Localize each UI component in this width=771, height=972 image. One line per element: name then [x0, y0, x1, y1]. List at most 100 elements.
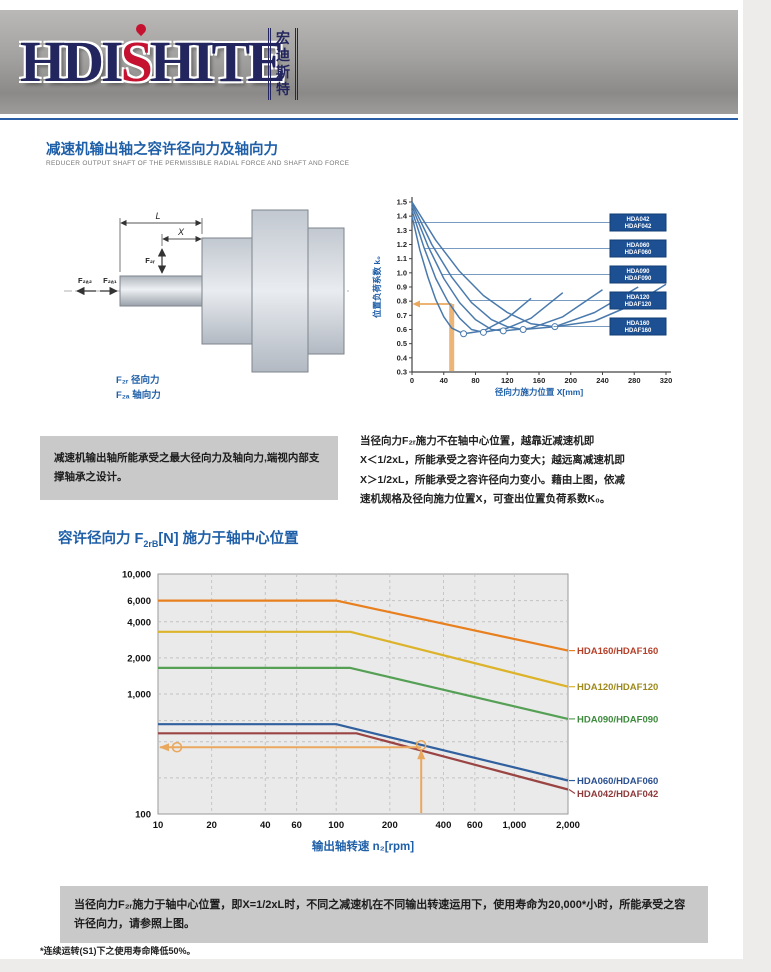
logo-text-right: HITE [149, 29, 286, 94]
x-tick-label: 200 [382, 820, 398, 831]
note-box-bottom: 当径向力F₂ᵣ施力于轴中心位置，即X=1/2xL时，不同之减速机在不同输出转速运… [60, 886, 708, 944]
shaft-diagram: L X F₂ᵣ F₂ₐ₂ F₂ₐ₁ F₂ᵣ 径向力 F₂ₐ 轴向力 [64, 209, 352, 401]
diagram-caption-radial: F₂ᵣ 径向力 [116, 374, 160, 386]
guide-circle-left [171, 741, 183, 753]
y-tick-label: 6,000 [127, 596, 151, 607]
x-tick-label: 10 [153, 820, 164, 831]
curve-HDA090 [411, 206, 603, 332]
permissible-radial-force-chart: 100 1,000 2,000 4,000 6,000 10,000 10 20 40 60 100… [122, 570, 658, 854]
section2-title: 容许径向力 F2rB[N] 施力于轴中心位置 [58, 527, 299, 549]
y-tick-label: 0.9 [397, 283, 407, 292]
y-tick-label: 1.1 [397, 254, 407, 263]
position-load-factor-chart: 0.3 0.4 0.5 0.6 0.7 0.8 0.9 1.0 1.1 1.2 1.3 1.4 1.5 0… [372, 197, 672, 397]
series-label-box [609, 291, 667, 310]
y-tick-label: 0.8 [397, 297, 407, 306]
note-box-left: 减速机输出轴所能承受之最大径向力及轴向力,端视内部支撑轴承之设计。 [40, 436, 338, 500]
note-bottom-text: 小时，所能承受之容许径向力，请参照上图。 [74, 899, 686, 930]
diagram-caption-axial: F₂ₐ 轴向力 [116, 389, 161, 401]
series-label-box [609, 265, 667, 284]
logo-chinese-char: 迪 [276, 47, 290, 63]
y-tick-label: 0.4 [397, 353, 408, 362]
logo-chinese-char: 斯 [276, 64, 290, 80]
logo-chinese-char: 宏 [276, 30, 290, 46]
y-tick-label: 1.2 [397, 240, 407, 249]
legend-label: HDA120/HDAF120 [577, 682, 658, 693]
x-tick-label: 280 [628, 376, 641, 385]
logo-chinese-char: 特 [276, 81, 290, 97]
header-banner: HDISHITE 宏 迪 斯 特 [0, 10, 738, 114]
y-tick-label: 0.3 [397, 368, 407, 377]
section1-subtitle: REDUCER OUTPUT SHAFT OF THE PERMISSIBLE … [46, 160, 350, 167]
line-HDA090 [158, 666, 569, 720]
curve-HDA120 [411, 203, 639, 331]
line-HDA120 [158, 630, 569, 688]
series-label-box [609, 213, 667, 232]
curve-min-marker [519, 326, 527, 333]
x-tick-label: 200 [564, 376, 577, 385]
series-label: HDA060 [626, 243, 650, 249]
dim-label-L: L [155, 211, 160, 221]
legend-label: HDA160/HDAF160 [577, 646, 658, 657]
mount-plate [307, 227, 345, 355]
line-HDA042 [158, 732, 569, 791]
y-tick-label: 4,000 [127, 617, 151, 628]
x-tick-label: 240 [596, 376, 609, 385]
y-tick-label: 1,000 [127, 690, 151, 701]
line-HDA060 [158, 723, 569, 782]
note-bottom-bold: 20,000* [548, 899, 587, 911]
section2-title-pre: 容许径向力 F [58, 531, 144, 547]
note-right-line: 速机规格及径向施力位置X，可查出位置负荷系数K₀。 [360, 493, 611, 506]
series-label: HDA160 [626, 321, 650, 327]
series-label: HDA042 [626, 217, 650, 223]
x-tick-label: 40 [440, 376, 448, 385]
series-label-box [609, 239, 667, 258]
series-label: HDAF120 [625, 302, 652, 308]
page-margin-right [743, 0, 771, 972]
x-tick-label: 400 [436, 820, 452, 831]
x-tick-label: 160 [533, 376, 546, 385]
curve-min-marker [479, 328, 487, 336]
guide-circle-top [415, 739, 427, 751]
section2-title-post: [N] 施力于轴中心位置 [158, 531, 299, 547]
guide-arrowhead-up [417, 749, 426, 760]
logo-text-s: S [120, 29, 153, 94]
note-right: 当径向力F₂ᵣ施力不在轴中心位置，越靠近减速机即 X＜1/2xL，所能承受之容许… [360, 432, 672, 510]
brand-logo: HDISHITE [20, 21, 286, 100]
series-label: HDA090 [626, 269, 650, 275]
series-label: HDAF090 [625, 276, 652, 282]
x-tick-label: 20 [206, 820, 217, 831]
guide-arrowhead-left [412, 300, 420, 308]
x-tick-label: 100 [328, 820, 344, 831]
series-label: HDAF060 [625, 250, 652, 256]
y-axis-title: 位置负荷系数 k₀ [372, 256, 382, 318]
note-right-line: 当径向力F₂ᵣ施力不在轴中心位置，越靠近减速机即 [360, 435, 595, 447]
force-label-f2r: F₂ᵣ [145, 256, 155, 265]
curve-HDA060 [411, 210, 564, 334]
y-tick-label: 1.0 [397, 268, 407, 277]
force-label-f2a1: F₂ₐ₁ [103, 276, 117, 285]
legend-label: HDA042/HDAF042 [577, 789, 658, 800]
x-tick-label: 1,000 [502, 820, 526, 831]
dim-label-X: X [177, 227, 185, 237]
flange [251, 209, 309, 373]
hub [201, 237, 253, 345]
y-tick-label: 10,000 [122, 570, 151, 581]
x-axis-title: 输出轴转速 n₂[rpm] [312, 839, 414, 853]
logo-text-left: HDI [20, 29, 124, 94]
output-shaft [119, 275, 203, 307]
legend-leader [568, 789, 576, 795]
x-axis-title: 径向力施力位置 X[mm] [495, 387, 583, 397]
curve-HDA160 [411, 201, 667, 328]
series-label: HDAF042 [625, 224, 652, 230]
x-tick-label: 80 [471, 376, 479, 385]
x-tick-label: 600 [467, 820, 483, 831]
header-divider [0, 118, 738, 120]
footnote: *连续运转(S1)下之使用寿命降低50%。 [40, 946, 196, 956]
y-tick-label: 0.5 [397, 339, 407, 348]
x-tick-label: 2,000 [556, 820, 580, 831]
line-HDA160 [158, 599, 569, 652]
x-tick-label: 120 [501, 376, 514, 385]
y-tick-label: 100 [135, 810, 151, 821]
y-tick-label: 0.6 [397, 325, 407, 334]
